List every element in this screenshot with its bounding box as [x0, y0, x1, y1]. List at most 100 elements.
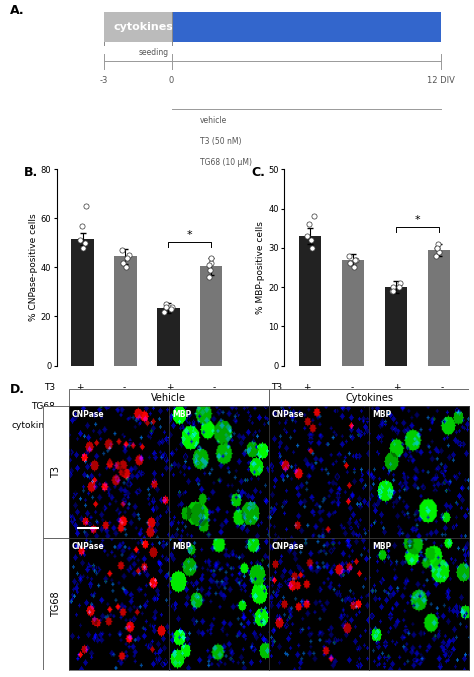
Point: [305, 219, 313, 230]
Point: [206, 259, 213, 270]
Point: [435, 246, 443, 257]
Text: -: -: [78, 420, 81, 429]
Text: T3: T3: [44, 383, 55, 392]
Text: -: -: [123, 420, 126, 429]
Point: [346, 250, 353, 261]
Text: +: +: [438, 420, 446, 429]
Text: +: +: [166, 420, 173, 429]
Point: [161, 306, 168, 317]
Text: +: +: [393, 383, 401, 392]
Bar: [342, 259, 364, 366]
Point: [303, 231, 311, 242]
Text: +: +: [211, 420, 218, 429]
Point: [81, 238, 88, 248]
Text: B.: B.: [24, 166, 38, 179]
Point: [388, 286, 396, 297]
Point: [162, 299, 170, 309]
Text: A.: A.: [9, 5, 24, 18]
Text: 0: 0: [169, 76, 174, 85]
Point: [395, 282, 402, 292]
Bar: [157, 308, 180, 366]
Text: Cytokines: Cytokines: [345, 393, 393, 403]
Text: +: +: [166, 383, 173, 392]
Text: 12 DIV: 12 DIV: [427, 76, 455, 85]
Point: [125, 250, 132, 261]
Text: -: -: [305, 402, 309, 411]
Point: [124, 252, 131, 263]
Text: +: +: [393, 420, 401, 429]
Point: [310, 211, 318, 222]
Y-axis label: % CNPase-positive cells: % CNPase-positive cells: [29, 214, 38, 321]
Y-axis label: % MBP-positive cells: % MBP-positive cells: [256, 221, 265, 314]
Text: CNPase: CNPase: [72, 410, 104, 419]
Text: -: -: [213, 383, 216, 392]
Text: -: -: [78, 402, 81, 411]
Text: T3: T3: [272, 383, 283, 392]
Text: cytokines: cytokines: [239, 420, 283, 429]
Text: +: +: [76, 383, 83, 392]
Text: seeding: seeding: [139, 47, 169, 57]
Text: CNPase: CNPase: [272, 542, 305, 551]
Text: Vehicle: Vehicle: [151, 393, 186, 403]
Text: -: -: [350, 420, 354, 429]
Point: [308, 242, 316, 253]
FancyBboxPatch shape: [269, 389, 469, 406]
Point: [205, 271, 212, 283]
Text: -: -: [305, 420, 309, 429]
Point: [118, 245, 126, 256]
Point: [307, 234, 315, 245]
Point: [207, 252, 214, 263]
Text: D.: D.: [9, 383, 25, 395]
Text: MBP: MBP: [172, 410, 191, 419]
Text: MBP: MBP: [172, 542, 191, 551]
Point: [396, 278, 404, 288]
Text: TG68 (10 μM): TG68 (10 μM): [200, 158, 252, 167]
Point: [432, 250, 440, 261]
Text: *: *: [187, 230, 192, 240]
FancyBboxPatch shape: [104, 12, 441, 42]
Text: +: +: [211, 402, 218, 411]
Point: [351, 254, 359, 265]
Text: -: -: [123, 383, 126, 392]
Text: MBP: MBP: [372, 410, 392, 419]
Point: [389, 286, 397, 297]
Text: -: -: [395, 402, 399, 411]
Point: [123, 262, 130, 273]
Text: TG68: TG68: [51, 592, 61, 617]
Text: +: +: [121, 402, 128, 411]
Text: +: +: [438, 402, 446, 411]
Point: [352, 254, 360, 265]
Text: T3 (50 nM): T3 (50 nM): [200, 137, 242, 146]
Point: [119, 257, 127, 268]
Bar: [385, 287, 407, 366]
Text: MBP: MBP: [372, 542, 392, 551]
Point: [346, 258, 354, 269]
Point: [76, 235, 83, 246]
Text: -: -: [350, 383, 354, 392]
FancyBboxPatch shape: [69, 389, 269, 406]
Bar: [114, 257, 137, 366]
Bar: [428, 250, 450, 366]
Point: [350, 262, 358, 273]
Text: CNPase: CNPase: [272, 410, 305, 419]
Text: vehicle: vehicle: [200, 116, 227, 125]
Text: +: +: [348, 402, 356, 411]
Bar: [72, 239, 94, 366]
Text: -3: -3: [100, 76, 109, 85]
Text: C.: C.: [251, 166, 265, 179]
Point: [433, 242, 441, 253]
FancyBboxPatch shape: [43, 406, 69, 538]
Text: -: -: [168, 402, 171, 411]
Text: CNPase: CNPase: [72, 542, 104, 551]
Point: [167, 304, 175, 315]
Bar: [299, 236, 321, 366]
Bar: [200, 266, 222, 366]
Text: TG68: TG68: [31, 402, 55, 411]
Point: [390, 282, 397, 292]
Point: [434, 238, 442, 249]
Text: -: -: [440, 383, 444, 392]
FancyBboxPatch shape: [104, 12, 172, 42]
Point: [206, 265, 213, 276]
FancyBboxPatch shape: [43, 538, 69, 670]
Point: [169, 301, 176, 312]
